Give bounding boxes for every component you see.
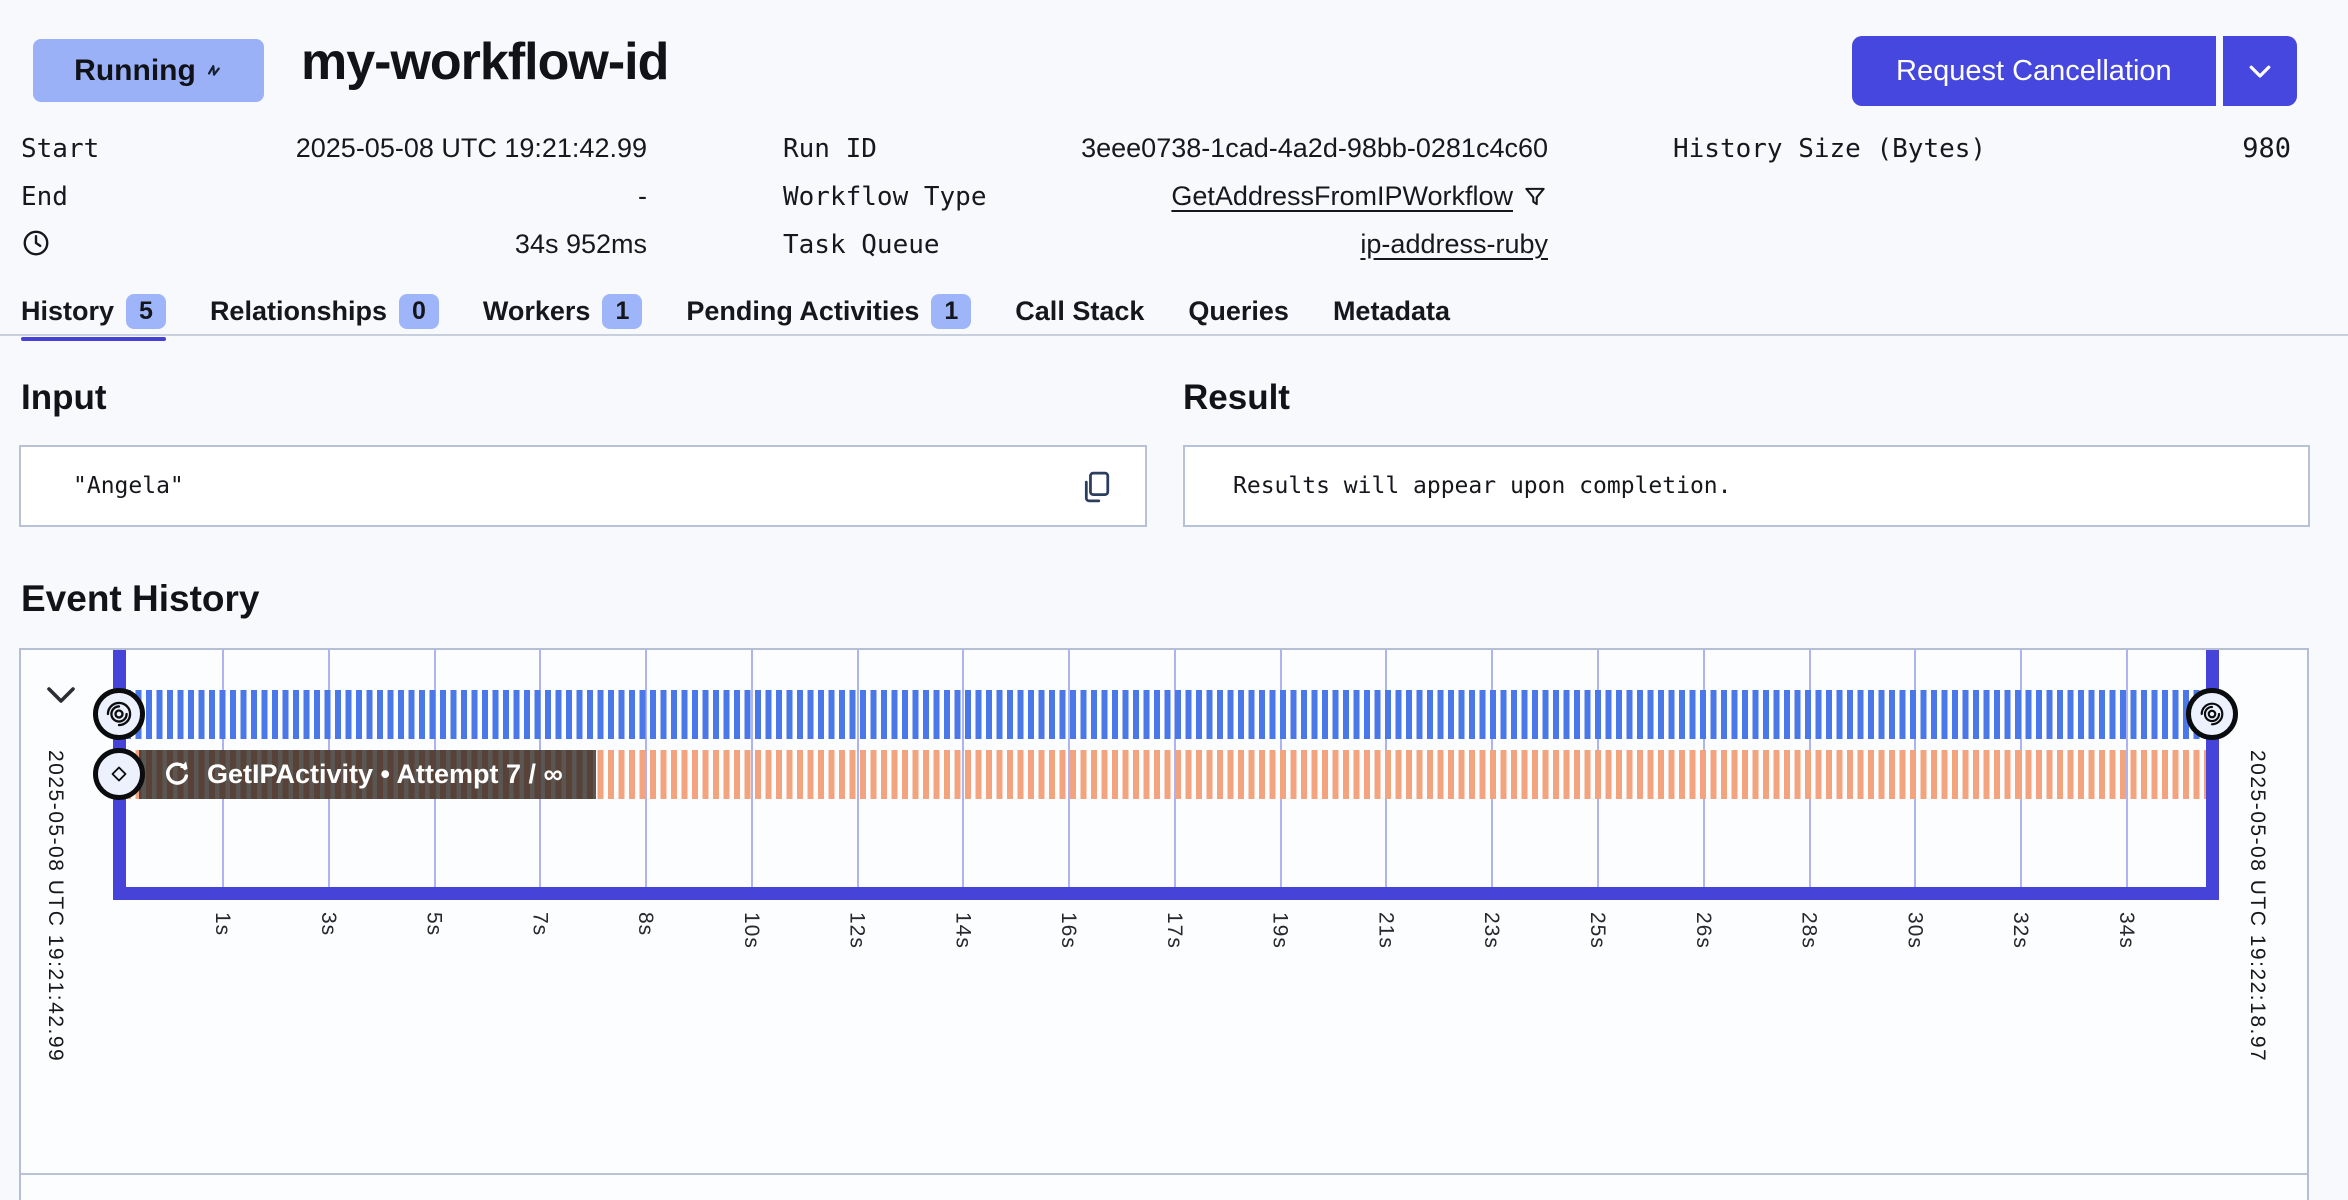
- tick-label: 14s: [951, 912, 975, 949]
- tab-pending-activities[interactable]: Pending Activities 1: [686, 294, 972, 341]
- tick-label: 34s: [2114, 912, 2138, 949]
- timeline-collapse-button[interactable]: [43, 682, 79, 711]
- tab-call-stack[interactable]: Call Stack: [1015, 296, 1144, 339]
- tab-workers[interactable]: Workers 1: [482, 294, 643, 341]
- tab-label: Pending Activities: [686, 296, 920, 326]
- tick-label: 10s: [739, 912, 763, 949]
- tick-label: 30s: [1903, 912, 1927, 949]
- tab-label: Workers: [482, 296, 591, 326]
- history-size-label: History Size (Bytes): [1673, 134, 1987, 164]
- tab-count-badge: 1: [602, 294, 643, 329]
- tab-count-badge: 0: [398, 294, 439, 329]
- tab-metadata[interactable]: Metadata: [1333, 296, 1450, 339]
- input-box: "Angela": [19, 445, 1147, 527]
- tab-history[interactable]: History 5: [21, 294, 166, 341]
- end-value: -: [638, 181, 647, 211]
- tick-label: 16s: [1057, 912, 1081, 949]
- tab-label: History: [21, 296, 115, 326]
- tab-label: Relationships: [209, 296, 387, 326]
- workflow-latest-node[interactable]: [2186, 688, 2238, 740]
- status-spinner-icon: [207, 64, 220, 76]
- tick-label: 32s: [2009, 912, 2033, 949]
- input-value: "Angela": [73, 473, 184, 499]
- end-label: End: [21, 182, 68, 212]
- timeline-table-divider: [21, 1173, 2307, 1175]
- tab-label: Metadata: [1332, 296, 1450, 326]
- tick-label: 8s: [634, 912, 658, 937]
- event-history-heading: Event History: [21, 578, 260, 619]
- activity-label: GetIPActivity • Attempt 7 / ∞: [207, 759, 563, 789]
- chevron-down-icon: [2249, 65, 2271, 78]
- retry-icon: [166, 761, 189, 785]
- tab-count-badge: 5: [126, 294, 166, 329]
- workflow-type-row: GetAddressFromIPWorkflow: [1000, 181, 1548, 212]
- tab-count-badge: 1: [931, 294, 972, 329]
- request-cancellation-button[interactable]: Request Cancellation: [1852, 36, 2216, 106]
- tick-label: 28s: [1797, 912, 1821, 949]
- activity-label-overlay[interactable]: GetIPActivity • Attempt 7 / ∞: [139, 750, 596, 799]
- workflow-spiral-icon: [2200, 702, 2224, 726]
- filter-icon[interactable]: [1522, 184, 1548, 210]
- run-id-value: 3eee0738-1cad-4a2d-98bb-0281c4c60: [1081, 133, 1548, 163]
- tab-label: Call Stack: [1015, 296, 1145, 326]
- tab-relationships[interactable]: Relationships 0: [210, 294, 439, 341]
- task-queue-link[interactable]: ip-address-ruby: [1360, 229, 1548, 259]
- start-label: Start: [21, 134, 100, 164]
- cancel-options-button[interactable]: [2222, 36, 2297, 106]
- clock-icon: [23, 230, 49, 256]
- input-heading: Input: [21, 378, 107, 417]
- tabs-divider: [0, 334, 2348, 336]
- workflow-start-node[interactable]: [93, 688, 145, 740]
- tick-label: 3s: [316, 912, 340, 937]
- tab-label: Queries: [1188, 296, 1289, 326]
- result-value: Results will appear upon completion.: [1233, 473, 1732, 499]
- timeline-start-time: 2025-05-08 UTC 19:21:42.99: [44, 750, 67, 1063]
- duration-value: 34s 952ms: [514, 229, 647, 259]
- tick-label: 1s: [211, 912, 234, 937]
- start-value: 2025-05-08 UTC 19:21:42.99: [295, 133, 647, 163]
- collapse-chevron-icon: [47, 687, 75, 703]
- result-heading: Result: [1183, 378, 1290, 417]
- copy-button[interactable]: [1077, 469, 1115, 507]
- run-id-label: Run ID: [783, 134, 877, 164]
- tick-label: 26s: [1691, 912, 1715, 949]
- tick-label: 23s: [1480, 912, 1504, 949]
- copy-icon: [1084, 471, 1110, 503]
- tick-label: 21s: [1374, 912, 1398, 949]
- task-queue-label: Task Queue: [783, 230, 940, 260]
- workflow-type-label: Workflow Type: [783, 182, 987, 212]
- workflow-execution-span[interactable]: [125, 690, 2206, 739]
- tab-queries[interactable]: Queries: [1188, 296, 1289, 339]
- activity-start-node[interactable]: [93, 748, 145, 800]
- cancel-button-group: Request Cancellation: [1852, 36, 2297, 106]
- activity-diamond-icon: [111, 766, 127, 782]
- status-badge: Running: [33, 39, 264, 102]
- workflow-type-link[interactable]: GetAddressFromIPWorkflow: [1171, 181, 1513, 211]
- result-box: Results will appear upon completion.: [1183, 445, 2310, 527]
- tick-label: 7s: [528, 912, 552, 937]
- timeline-end-time: 2025-05-08 UTC 19:22:18.97: [2246, 750, 2269, 1063]
- history-size-value: 980: [2242, 133, 2291, 164]
- timeline-bottom-axis: [113, 887, 2219, 900]
- page-title: my-workflow-id: [301, 33, 669, 91]
- status-label: Running: [74, 53, 196, 87]
- task-queue-value-wrap: ip-address-ruby: [1000, 229, 1548, 260]
- event-history-timeline: 1s 3s 5s 7s 8s 10s 12s 14s 16s 17s 19s 21s 23s 25s 26s…: [19, 648, 2309, 1200]
- workflow-spiral-icon: [106, 701, 132, 727]
- tick-label: 19s: [1268, 912, 1292, 949]
- detail-tabs: History 5 Relationships 0 Workers 1 Pend…: [21, 294, 1450, 341]
- tick-label: 5s: [422, 912, 446, 937]
- tick-label: 17s: [1162, 912, 1186, 949]
- tick-label: 12s: [845, 912, 869, 949]
- tick-label: 25s: [1586, 912, 1609, 949]
